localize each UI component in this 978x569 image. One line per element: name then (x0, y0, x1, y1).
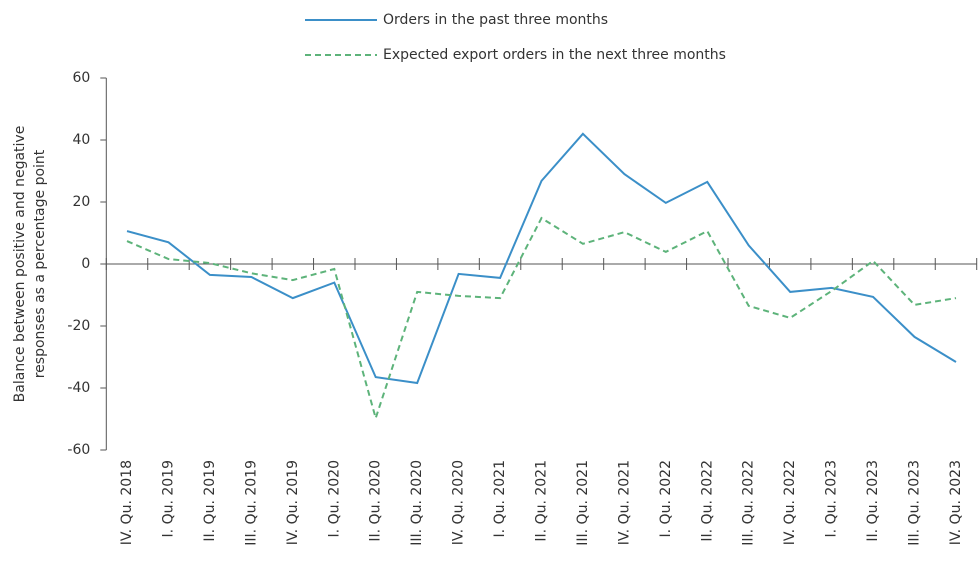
y-tick-label: -60 (67, 442, 90, 458)
x-tick-label: I. Qu. 2023 (824, 460, 840, 537)
x-tick-label: II. Qu. 2022 (699, 460, 715, 542)
y-axis-label: Balance between positive and negative (12, 126, 28, 403)
y-tick-label: -20 (67, 318, 90, 334)
legend-label: Orders in the past three months (383, 12, 608, 28)
x-tick-label: II. Qu. 2023 (865, 460, 881, 542)
x-tick-label: I. Qu. 2022 (658, 460, 674, 537)
y-tick-label: 40 (72, 132, 90, 148)
x-tick-label: I. Qu. 2021 (492, 460, 508, 537)
y-axis-label: responses as a percentage point (32, 149, 48, 378)
series-line (126, 132, 957, 385)
x-tick-label: III. Qu. 2021 (575, 460, 591, 546)
x-tick-label: III. Qu. 2023 (907, 460, 923, 546)
x-tick-label: IV. Qu. 2019 (285, 460, 301, 545)
x-tick-label: I. Qu. 2020 (326, 460, 342, 537)
x-tick-label: II. Qu. 2020 (368, 460, 384, 542)
series-line (126, 216, 957, 422)
x-tick-label: IV. Qu. 2020 (451, 460, 467, 545)
x-tick-label: II. Qu. 2019 (202, 460, 218, 542)
x-tick-label: III. Qu. 2022 (741, 460, 757, 546)
x-tick-label: I. Qu. 2019 (160, 460, 176, 537)
y-tick-label: 60 (72, 70, 90, 86)
x-tick-label: IV. Qu. 2022 (782, 460, 798, 545)
y-tick-label: 20 (72, 194, 90, 210)
x-tick-label: IV. Qu. 2018 (119, 460, 135, 545)
x-tick-label: IV. Qu. 2023 (948, 460, 964, 545)
x-tick-label: IV. Qu. 2021 (616, 460, 632, 545)
x-tick-label: III. Qu. 2019 (243, 460, 259, 546)
y-tick-label: 0 (81, 256, 90, 272)
y-tick-label: -40 (67, 380, 90, 396)
x-tick-label: II. Qu. 2021 (534, 460, 550, 542)
x-tick-label: III. Qu. 2020 (409, 460, 425, 546)
legend-label: Expected export orders in the next three… (383, 47, 726, 63)
